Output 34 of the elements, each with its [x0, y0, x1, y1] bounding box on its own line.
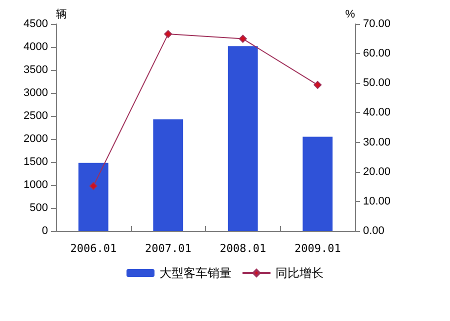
y2-tick-label: 60.00: [363, 48, 391, 60]
bar: [302, 136, 333, 231]
y2-tick-label: 40.00: [363, 106, 391, 119]
point: [164, 30, 172, 38]
y-tick-label: 1000: [24, 179, 48, 191]
y-tick-label: 1500: [24, 156, 48, 168]
bar: [78, 162, 108, 231]
x-tick-label: 2008.01: [220, 242, 266, 255]
point: [89, 182, 98, 190]
y2-tick-label: 50.00: [363, 77, 391, 90]
x-tick-label: 2007.01: [144, 242, 192, 255]
legend-label: 同比增长: [276, 266, 324, 280]
x-tick-label: 2009.01: [294, 242, 341, 255]
y-tick-label: 3000: [24, 87, 48, 99]
y-tick-label: 500: [30, 202, 48, 214]
y2-tick-label: 0.00: [363, 225, 384, 237]
y-tick-label: 2500: [24, 110, 48, 122]
y-tick-label: 3500: [24, 64, 48, 76]
y-tick-label: 0: [42, 225, 48, 237]
y-axis-title: 辆: [56, 8, 67, 20]
y-tick-label: 4000: [24, 41, 48, 53]
y2-tick-label: 20.00: [363, 166, 391, 178]
y2-tick-label: 10.00: [363, 195, 391, 208]
y2-axis-title: %: [345, 8, 356, 20]
y2-tick-label: 70.00: [363, 18, 391, 30]
y2-tick-label: 30.00: [363, 136, 391, 148]
bar: [153, 119, 184, 231]
y-tick-label: 2000: [24, 133, 48, 145]
x-tick-label: 2006.01: [70, 242, 117, 255]
legend-label: 大型客车销量: [160, 266, 232, 280]
y-tick-label: 4500: [24, 18, 48, 30]
point: [238, 34, 247, 43]
point: [314, 80, 322, 89]
bar: [228, 46, 258, 231]
